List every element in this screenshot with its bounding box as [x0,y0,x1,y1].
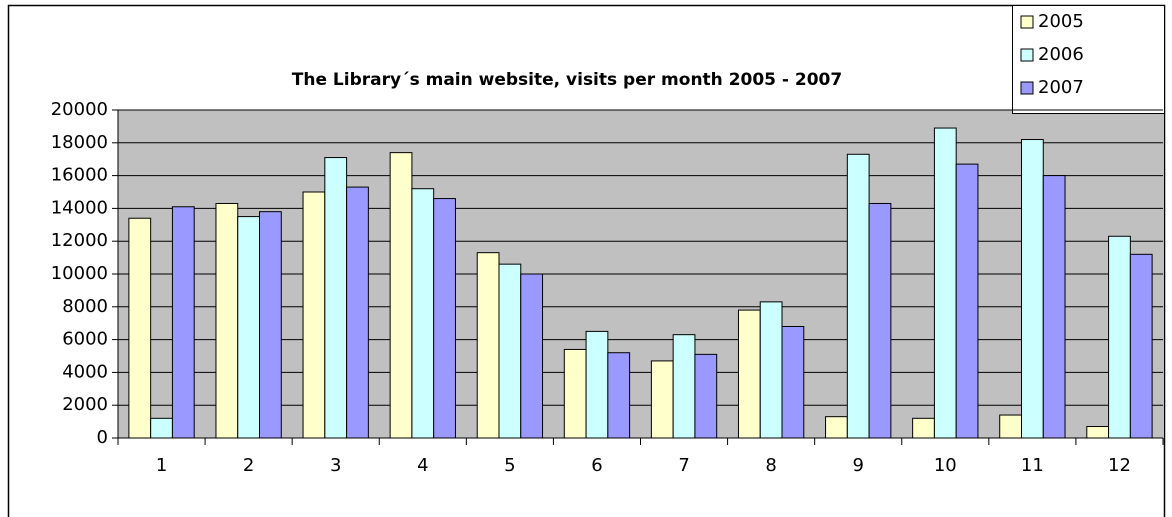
bar [215,202,239,439]
x-tick-label: 6 [591,455,602,476]
bar [302,191,326,439]
y-tick-label: 16000 [51,165,108,186]
bar [1020,139,1044,439]
x-tick-label: 4 [417,455,428,476]
bar [171,206,195,439]
bar [912,417,935,439]
y-tick-label: 18000 [51,132,108,153]
x-tick-label: 3 [330,455,341,476]
x-tick-label: 11 [1021,455,1044,476]
y-tick-label: 2000 [62,394,108,415]
legend-label: 2007 [1038,77,1084,98]
bar [520,273,544,439]
bar [563,348,587,439]
y-tick-label: 8000 [62,296,108,317]
bar [1042,175,1066,439]
legend [1012,5,1165,114]
legend-swatch [1020,81,1034,95]
bar [1086,426,1110,439]
bar [476,252,500,439]
bar [585,330,609,439]
bar [237,216,261,439]
bar [433,198,456,439]
bar [128,217,152,439]
x-tick-label: 10 [934,455,957,476]
bar [324,157,348,439]
bar [955,163,979,439]
bar [694,353,718,439]
chart-title: The Library´s main website, visits per m… [292,70,842,90]
y-tick-label: 4000 [62,361,108,382]
y-tick-label: 14000 [51,197,108,218]
legend-swatch [1020,15,1034,29]
y-tick-label: 10000 [51,263,108,284]
x-tick-label: 1 [156,455,167,476]
bar [346,186,369,439]
x-tick-label: 5 [504,455,515,476]
bar [933,127,957,439]
bar [999,414,1022,439]
x-tick-label: 8 [765,455,776,476]
bar [259,211,282,439]
bar [150,417,173,439]
y-tick-label: 20000 [51,99,108,120]
x-tick-label: 12 [1108,455,1131,476]
y-tick-label: 6000 [62,329,108,350]
legend-box [1012,5,1165,114]
bar [607,352,631,439]
bar [846,153,870,439]
bar [411,188,435,439]
bar [737,309,761,439]
bar [1108,235,1131,439]
bar [498,263,522,439]
x-tick-label: 7 [678,455,689,476]
bar [650,360,674,439]
bar [389,152,413,439]
legend-label: 2005 [1038,11,1084,32]
y-tick-label: 0 [97,427,108,448]
legend-swatch [1020,48,1034,62]
x-tick-label: 2 [243,455,254,476]
x-tick-label: 9 [852,455,863,476]
bar [672,334,696,439]
bar [759,301,783,439]
legend-label: 2006 [1038,44,1084,65]
y-tick-label: 12000 [51,230,108,251]
bar [781,325,805,439]
bar [868,202,892,439]
bar [1129,253,1153,439]
bar [825,416,848,439]
